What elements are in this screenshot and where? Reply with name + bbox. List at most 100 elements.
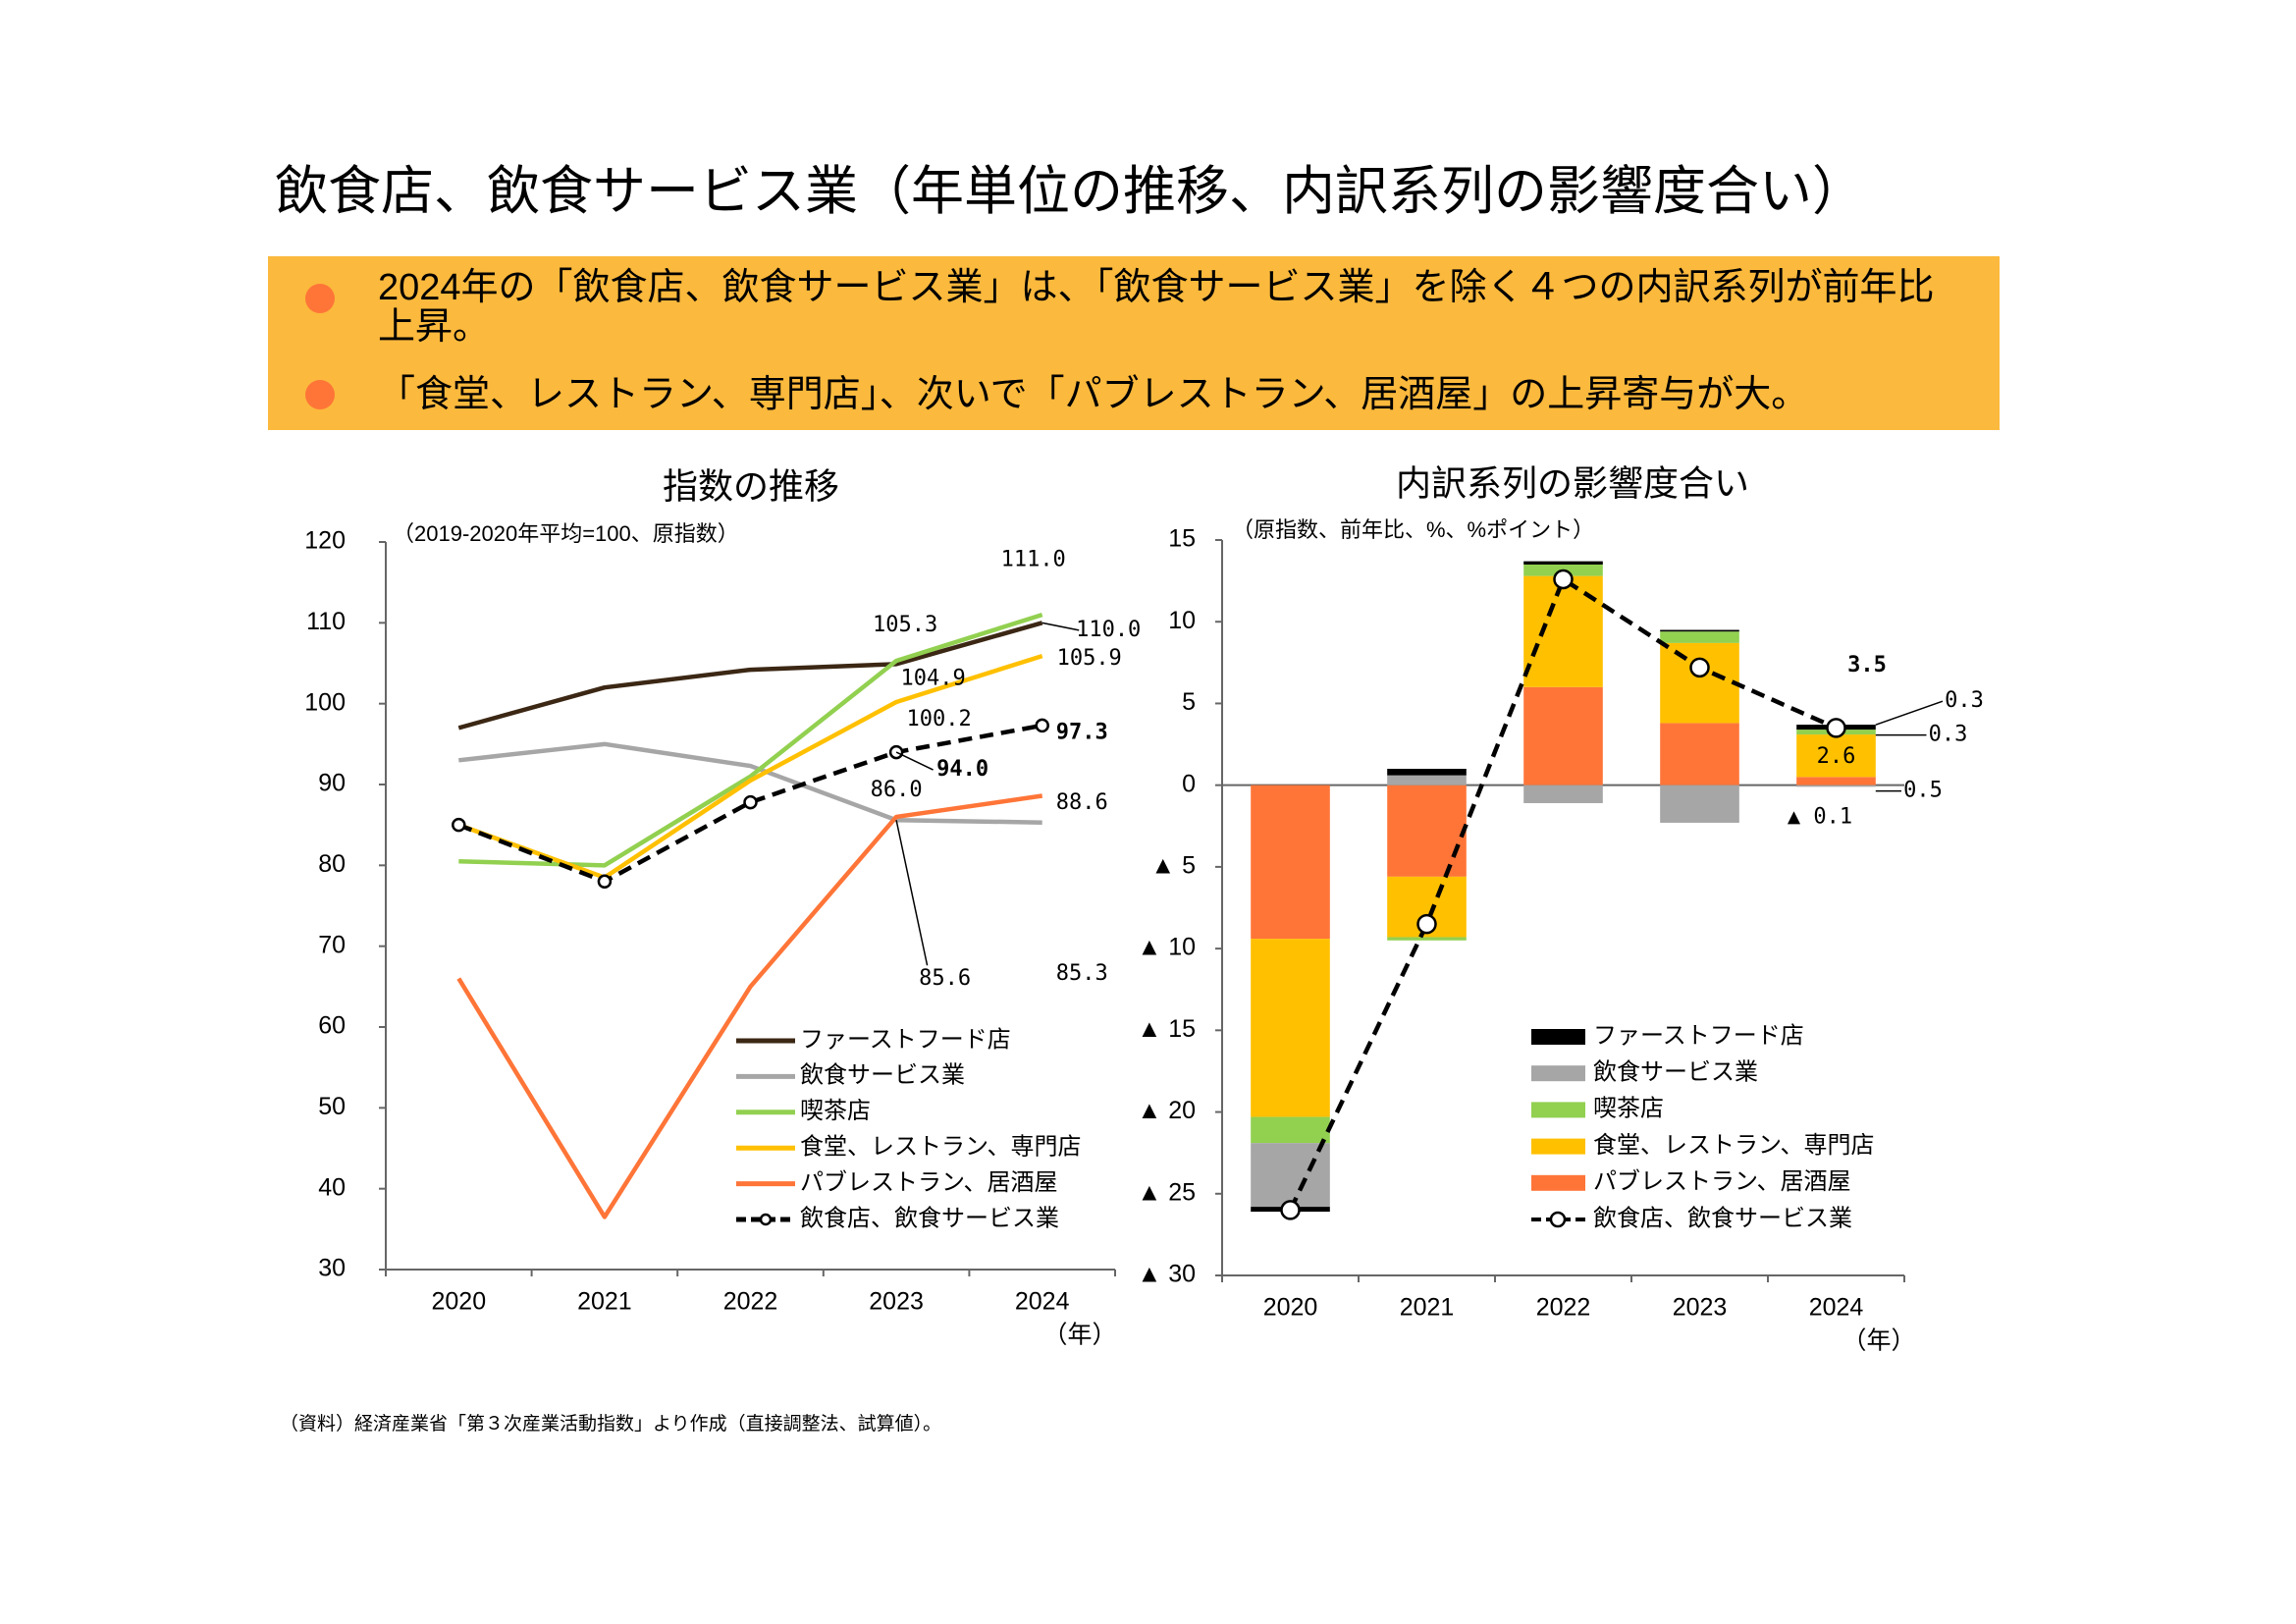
bullet-text: 「食堂、レストラン、専門店」、次いで「パブレストラン、居酒屋」の上昇寄与が大。: [378, 374, 1809, 415]
x-tick-label: 2022: [723, 1288, 778, 1316]
legend-label: ファーストフード店: [800, 1026, 1011, 1053]
bar-segment: [1660, 631, 1739, 643]
y-tick-label: 40: [318, 1173, 346, 1201]
series-line: [457, 723, 1043, 885]
y-tick-label: ▲ 10: [1138, 934, 1197, 961]
chart-title: 指数の推移: [663, 466, 839, 507]
y-tick-label: 80: [318, 850, 346, 878]
y-tick-label: 120: [304, 527, 346, 555]
y-tick-label: 70: [318, 931, 346, 958]
y-tick-label: 10: [1168, 607, 1196, 634]
x-tick-label: 2023: [1673, 1294, 1728, 1322]
y-tick-label: 100: [304, 688, 346, 716]
y-tick-label: ▲ 20: [1138, 1097, 1197, 1124]
marker: [1416, 913, 1437, 935]
bar-segment: [1660, 642, 1739, 724]
data-label: 88.6: [1056, 790, 1108, 815]
legend-marker: [1549, 1211, 1567, 1228]
data-label: 110.0: [1076, 618, 1141, 642]
marker: [452, 817, 466, 833]
data-label: 97.3: [1056, 720, 1108, 744]
data-label: 0.3: [1929, 723, 1968, 747]
y-tick-label: ▲ 15: [1138, 1015, 1197, 1043]
legend-label: 食堂、レストラン、専門店: [1593, 1132, 1875, 1159]
data-label: 85.3: [1056, 961, 1108, 986]
marker: [597, 874, 613, 890]
x-tick-label: 2020: [1263, 1294, 1318, 1322]
x-tick-label: 2020: [431, 1288, 486, 1316]
y-tick-label: 5: [1182, 688, 1196, 716]
legend-label: 食堂、レストラン、専門店: [800, 1134, 1082, 1161]
legend-label: 飲食サービス業: [800, 1062, 965, 1089]
bullet-text: 2024年の「飲食店、飲食サービス業」は、「飲食サービス業」を除く４つの内訳系列…: [378, 267, 1935, 348]
bar-segment: [1387, 769, 1467, 776]
y-tick-label: 30: [318, 1255, 346, 1282]
y-tick-label: 110: [306, 608, 346, 635]
legend-swatch: [1531, 1174, 1585, 1191]
series-line: [458, 741, 1042, 825]
leader-line: [895, 751, 934, 771]
y-tick-label: ▲ 5: [1150, 851, 1196, 879]
bar-segment: [1660, 723, 1739, 785]
y-tick-label: ▲ 30: [1138, 1261, 1197, 1288]
x-tick-label: 2024: [1015, 1288, 1070, 1316]
legend-label: パブレストラン、居酒屋: [800, 1169, 1058, 1196]
x-unit: （年）: [1842, 1327, 1915, 1355]
bar-segment: [1660, 785, 1739, 823]
bar-segment: [1251, 1116, 1330, 1144]
legend-label: 飲食サービス業: [1593, 1059, 1758, 1086]
bar-segment: [1251, 1143, 1330, 1208]
bar-segment: [1387, 775, 1467, 785]
marker: [1035, 718, 1049, 733]
y-tick-label: ▲ 25: [1138, 1178, 1197, 1206]
marker: [1553, 568, 1574, 590]
data-label: 105.3: [873, 613, 937, 637]
data-label: ▲ 0.1: [1788, 805, 1852, 830]
y-tick-label: 0: [1182, 770, 1196, 797]
bullet-dot: [305, 380, 335, 409]
bar-segment: [1251, 939, 1330, 1117]
legend-swatch: [1531, 1029, 1585, 1045]
marker: [743, 794, 758, 810]
leader-line: [1875, 700, 1944, 726]
legend-label: 飲食店、飲食サービス業: [800, 1205, 1059, 1231]
data-label: 94.0: [936, 757, 988, 782]
bar-segment: [1523, 686, 1603, 785]
x-unit: （年）: [1042, 1322, 1116, 1349]
bar-segment: [1796, 777, 1876, 785]
legend-swatch: [1531, 1065, 1585, 1082]
page-title: 飲食店、飲食サービス業（年単位の推移、内訳系列の影響度合い）: [275, 162, 1865, 221]
y-tick-label: 90: [318, 770, 346, 797]
bar-segment: [1523, 785, 1603, 803]
leader-line: [1041, 622, 1080, 631]
series-line: [458, 612, 1043, 868]
data-label: 111.0: [1001, 548, 1066, 572]
x-tick-label: 2023: [869, 1288, 924, 1316]
bar-segment: [1796, 785, 1876, 787]
data-label: 2.6: [1817, 744, 1856, 769]
bar-segment: [1387, 937, 1467, 941]
series-line: [457, 621, 1043, 731]
bullet-dot: [305, 284, 335, 313]
legend-label: 飲食店、飲食サービス業: [1593, 1205, 1852, 1231]
legend-label: ファーストフード店: [1593, 1022, 1804, 1049]
bar-segment: [1796, 734, 1876, 778]
marker: [1689, 657, 1710, 678]
series-line: [456, 793, 1043, 1219]
chart-subtitle: （原指数、前年比、%、%ポイント）: [1232, 517, 1594, 542]
data-label: 105.9: [1057, 646, 1122, 671]
x-tick-label: 2021: [1400, 1294, 1455, 1322]
summary-box: 2024年の「飲食店、飲食サービス業」は、「飲食サービス業」を除く４つの内訳系列…: [268, 256, 2000, 430]
leader-line: [895, 820, 929, 966]
x-tick-label: 2021: [577, 1288, 632, 1316]
data-label: 0.3: [1945, 688, 1984, 713]
y-tick-label: 60: [318, 1012, 346, 1040]
y-tick-label: 15: [1168, 525, 1196, 553]
data-label: 100.2: [906, 707, 971, 731]
y-tick-label: 50: [318, 1093, 346, 1120]
bar-segment: [1387, 785, 1467, 877]
legend-marker: [759, 1213, 773, 1226]
x-tick-label: 2022: [1536, 1294, 1591, 1322]
data-label: 0.5: [1903, 779, 1943, 803]
